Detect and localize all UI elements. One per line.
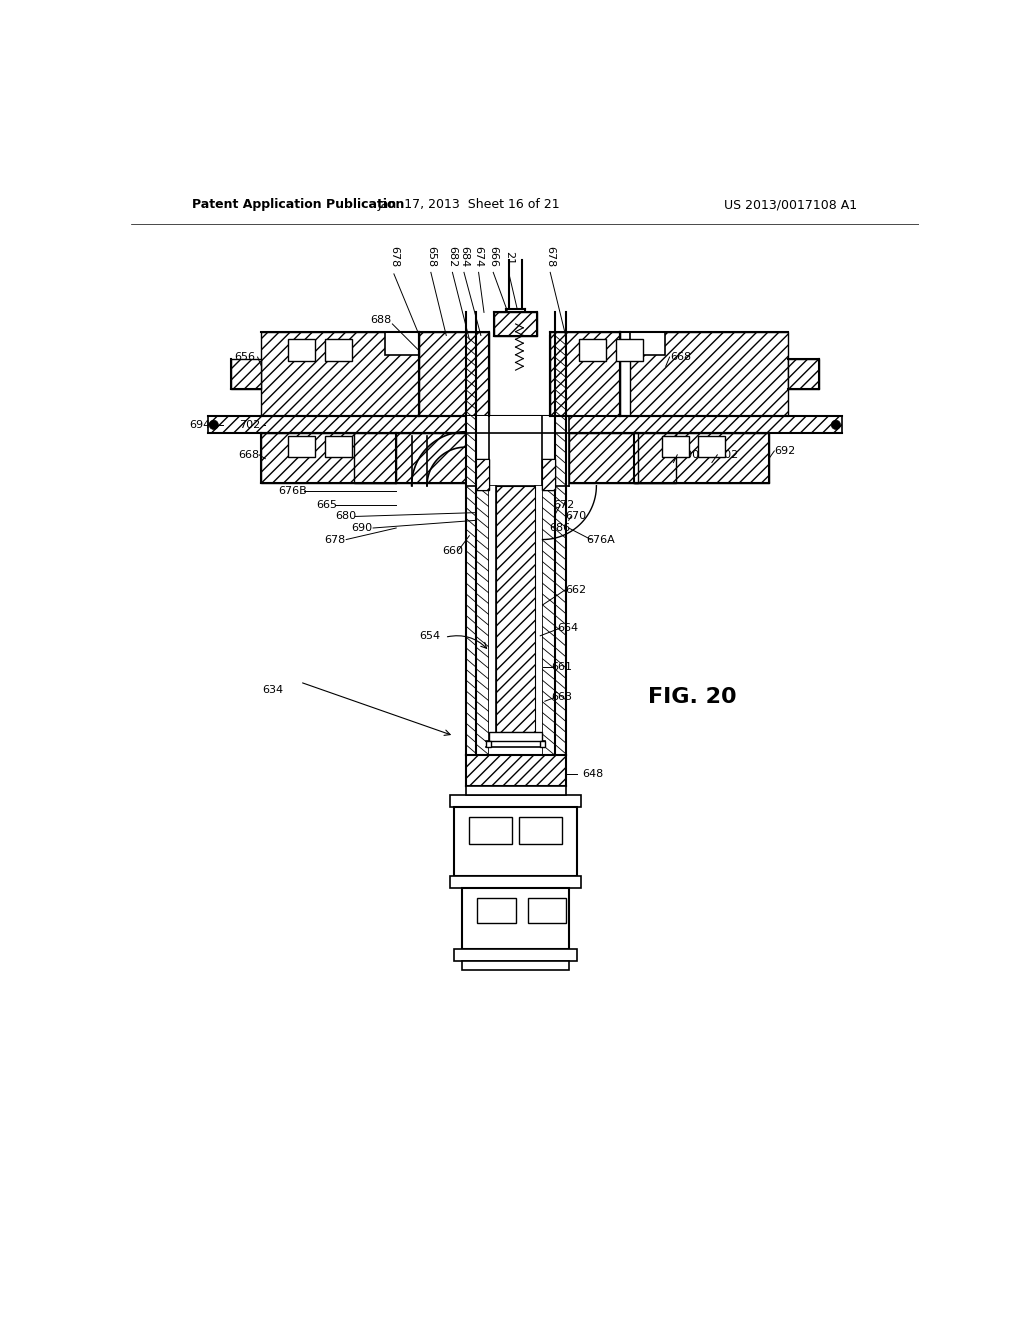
Text: 688: 688 <box>371 315 391 325</box>
Text: 656: 656 <box>234 352 255 362</box>
Bar <box>454 949 578 961</box>
Bar <box>634 433 677 483</box>
Bar <box>497 486 535 733</box>
Text: 654: 654 <box>419 631 440 640</box>
Bar <box>634 433 769 483</box>
Text: FIG. 20: FIG. 20 <box>648 688 737 708</box>
Bar <box>261 433 396 483</box>
Text: 692: 692 <box>774 446 796 455</box>
Bar <box>462 887 569 949</box>
Circle shape <box>209 420 218 429</box>
Bar <box>451 876 581 887</box>
Bar <box>580 339 606 360</box>
Bar <box>489 733 542 742</box>
Bar <box>631 331 788 416</box>
Bar <box>469 817 512 843</box>
Bar <box>466 416 568 486</box>
Text: 672: 672 <box>553 500 574 510</box>
Bar <box>289 339 315 360</box>
Text: 662: 662 <box>565 585 586 594</box>
Bar <box>542 459 555 490</box>
Bar <box>788 359 819 389</box>
Bar <box>466 755 565 785</box>
Bar <box>325 339 351 360</box>
Bar <box>325 436 351 457</box>
Text: 668: 668 <box>238 450 259 459</box>
Bar <box>494 313 538 335</box>
Text: 21: 21 <box>504 251 514 265</box>
Bar <box>261 331 419 416</box>
Text: 666: 666 <box>488 247 499 268</box>
Text: 678: 678 <box>545 247 555 268</box>
Bar <box>698 436 725 457</box>
Text: 658: 658 <box>426 247 436 268</box>
Bar <box>466 785 565 795</box>
Bar <box>542 459 555 490</box>
Text: US 2013/0017108 A1: US 2013/0017108 A1 <box>724 198 857 211</box>
Text: 670: 670 <box>565 511 586 521</box>
Bar <box>519 817 562 843</box>
Text: 661: 661 <box>551 661 572 672</box>
Bar <box>230 359 261 389</box>
Text: 660: 660 <box>442 546 463 556</box>
Text: 678: 678 <box>324 535 345 545</box>
Text: 678: 678 <box>389 247 399 268</box>
Bar <box>419 331 488 416</box>
Bar <box>476 459 489 490</box>
Bar <box>541 742 545 747</box>
Text: 664: 664 <box>557 623 579 634</box>
Text: 668: 668 <box>671 352 691 362</box>
Text: 686: 686 <box>550 523 570 533</box>
Text: 680: 680 <box>336 511 356 521</box>
Text: 676B: 676B <box>278 486 306 496</box>
Text: 700: 700 <box>678 450 699 459</box>
Text: 694: 694 <box>189 420 211 430</box>
Text: 690: 690 <box>351 523 372 533</box>
Bar <box>489 486 542 755</box>
Text: 665: 665 <box>316 500 338 510</box>
Circle shape <box>831 420 841 429</box>
Text: 684: 684 <box>459 247 469 268</box>
Bar <box>289 436 315 457</box>
Text: 674: 674 <box>473 247 483 268</box>
Text: 676A: 676A <box>586 535 614 545</box>
Text: 702: 702 <box>717 450 738 459</box>
Bar <box>631 331 665 355</box>
Text: 634: 634 <box>262 685 284 694</box>
Bar <box>354 433 396 483</box>
Bar <box>486 742 490 747</box>
Bar <box>477 898 515 923</box>
Bar <box>208 416 842 433</box>
Bar <box>451 795 581 807</box>
Bar <box>550 331 620 416</box>
Bar <box>396 433 466 483</box>
Text: Patent Application Publication: Patent Application Publication <box>193 198 404 211</box>
Text: 702: 702 <box>240 420 260 430</box>
Bar <box>462 961 569 970</box>
Bar <box>528 898 566 923</box>
Bar <box>454 807 578 876</box>
Bar <box>662 436 689 457</box>
Bar <box>476 459 489 490</box>
Bar <box>615 339 643 360</box>
Text: 663: 663 <box>551 693 572 702</box>
Text: Jan. 17, 2013  Sheet 16 of 21: Jan. 17, 2013 Sheet 16 of 21 <box>378 198 561 211</box>
Bar <box>385 331 419 355</box>
Bar <box>568 433 638 483</box>
Text: 648: 648 <box>582 770 603 779</box>
Text: 682: 682 <box>447 247 458 268</box>
